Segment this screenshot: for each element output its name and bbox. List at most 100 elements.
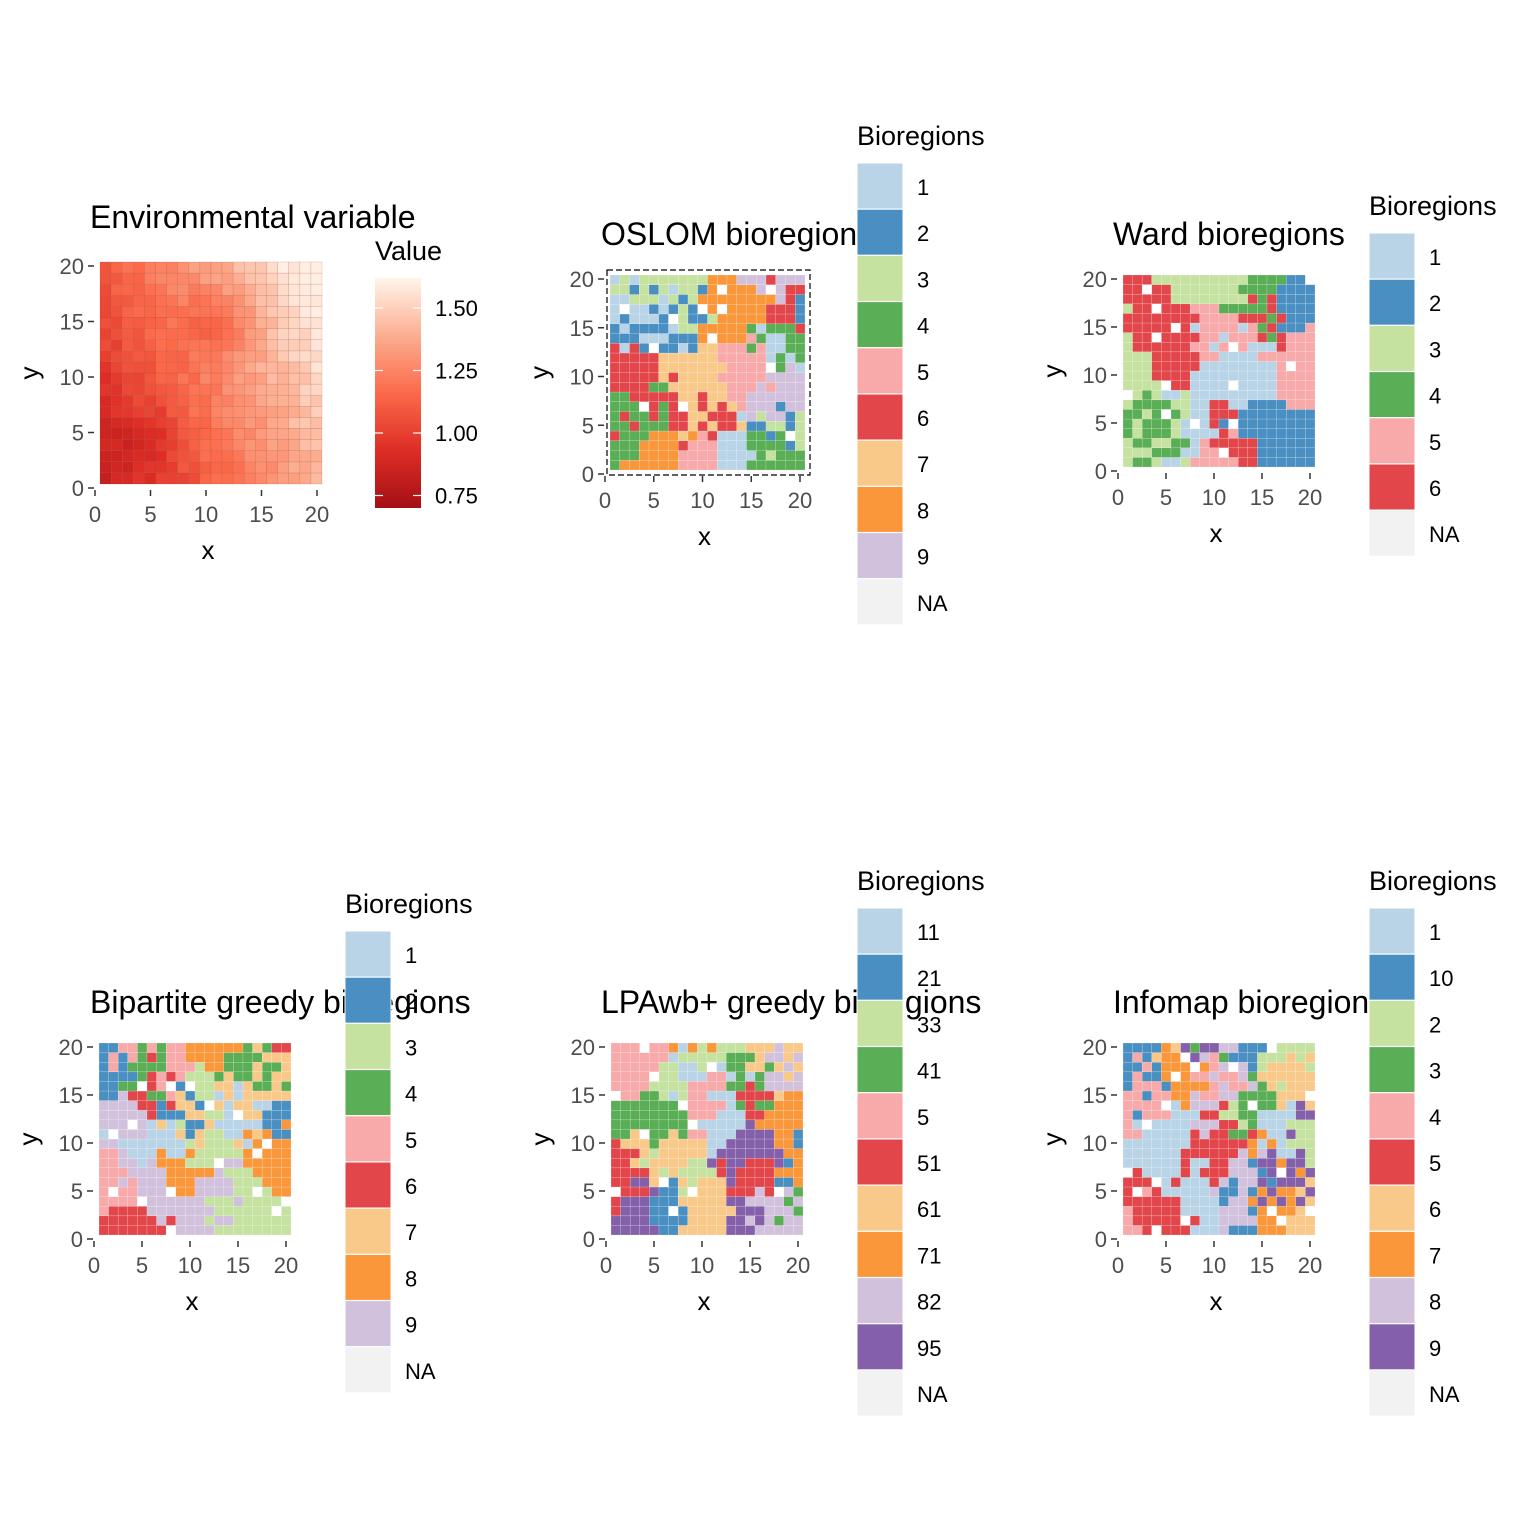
heatmap-cell <box>1180 399 1191 410</box>
heatmap-cell <box>717 343 728 354</box>
heatmap-cell <box>795 343 806 354</box>
heatmap-cell <box>127 1138 138 1149</box>
heatmap-cell <box>232 394 245 407</box>
heatmap-cell <box>213 1071 225 1082</box>
heatmap-cell <box>133 405 145 418</box>
heatmap-cell <box>687 411 698 422</box>
heatmap-cell <box>98 1167 109 1178</box>
heatmap-cell <box>299 417 312 429</box>
colorbar <box>375 278 421 508</box>
heatmap-cell <box>1151 332 1162 343</box>
heatmap-cell <box>1209 1167 1220 1178</box>
heatmap-cell <box>678 440 689 451</box>
heatmap-cell <box>199 394 212 407</box>
heatmap-cell <box>716 1100 727 1111</box>
heatmap-cell <box>223 1196 234 1207</box>
heatmap-cell <box>697 304 708 315</box>
heatmap-cell <box>1132 1148 1143 1159</box>
heatmap-cell <box>261 1090 273 1101</box>
heatmap-cell <box>629 391 640 402</box>
heatmap-cell <box>108 1167 119 1178</box>
heatmap-cell <box>725 1129 737 1140</box>
legend-key <box>1368 907 1416 955</box>
heatmap-cell <box>735 1081 746 1092</box>
heatmap-cell <box>687 274 698 285</box>
heatmap-cell <box>1161 1196 1172 1207</box>
heatmap-cell <box>793 1167 804 1178</box>
heatmap-cell <box>1247 437 1258 449</box>
heatmap-cell <box>288 350 301 363</box>
heatmap-cell <box>1151 322 1162 333</box>
heatmap-cell <box>735 1119 746 1130</box>
heatmap-cell <box>629 440 640 451</box>
heatmap-cell <box>629 284 640 295</box>
heatmap-cell <box>1132 1186 1143 1197</box>
heatmap-cell <box>764 1148 775 1159</box>
heatmap-cell <box>223 1109 234 1121</box>
legend-key <box>344 1346 392 1394</box>
y-axis-label: y <box>1037 365 1067 378</box>
heatmap-cell <box>1141 428 1153 439</box>
heatmap-cell <box>266 350 278 363</box>
heatmap-cell <box>110 417 123 429</box>
heatmap-cell <box>137 1157 148 1169</box>
heatmap-cell <box>795 421 806 432</box>
heatmap-cell <box>185 1157 196 1169</box>
heatmap-cell <box>1122 1215 1133 1226</box>
heatmap-cell <box>221 361 234 374</box>
heatmap-cell <box>793 1138 804 1149</box>
heatmap-cell <box>1209 1138 1220 1149</box>
y-tick-label: 10 <box>1083 1131 1107 1156</box>
heatmap-cell <box>156 1071 167 1082</box>
heatmap-cell <box>1257 1186 1268 1197</box>
heatmap-cell <box>1132 399 1143 410</box>
legend-key <box>856 1369 904 1417</box>
heatmap-cell <box>629 1081 641 1092</box>
legend-label: 2 <box>1429 1012 1441 1037</box>
heatmap-cell <box>629 1052 641 1063</box>
heatmap-cell <box>1141 380 1153 391</box>
heatmap-cell <box>1276 380 1287 391</box>
heatmap-cell <box>716 1196 727 1207</box>
heatmap-cell <box>1276 1186 1287 1197</box>
heatmap-cell <box>1285 1148 1297 1159</box>
heatmap-cell <box>1276 1215 1287 1226</box>
heatmap-cell <box>1151 428 1162 439</box>
heatmap-cell <box>1151 1138 1162 1149</box>
heatmap-cell <box>1218 274 1229 285</box>
heatmap-cell <box>194 1157 205 1169</box>
heatmap-cell <box>629 411 640 422</box>
heatmap-cell <box>707 460 718 471</box>
heatmap-cell <box>1209 293 1220 305</box>
heatmap-cell <box>261 1157 273 1169</box>
heatmap-cell <box>783 1157 794 1169</box>
heatmap-cell <box>242 1119 253 1130</box>
heatmap-cell <box>610 1119 621 1130</box>
heatmap-cell <box>619 294 630 305</box>
heatmap-cell <box>668 1042 679 1053</box>
heatmap-cell <box>1170 457 1181 468</box>
heatmap-cell <box>175 1186 186 1197</box>
heatmap-cell <box>1199 341 1210 353</box>
heatmap-cell <box>1161 1167 1172 1178</box>
heatmap-cell <box>1141 370 1153 381</box>
heatmap-cell <box>204 1129 215 1140</box>
heatmap-cell <box>204 1205 215 1217</box>
heatmap-cell <box>725 1052 737 1063</box>
legend-label: NA <box>1429 522 1460 547</box>
heatmap-cell <box>678 294 689 305</box>
y-tick-label: 20 <box>1083 267 1107 292</box>
heatmap-cell <box>117 1138 129 1149</box>
heatmap-cell <box>754 1167 765 1178</box>
heatmap-cell <box>639 1196 650 1207</box>
heatmap-cell <box>1247 341 1258 353</box>
heatmap-cell <box>735 1090 746 1101</box>
heatmap-cell <box>137 1196 148 1207</box>
heatmap-cell <box>242 1167 253 1178</box>
heatmap-cell <box>223 1157 234 1169</box>
heatmap-cell <box>1295 341 1306 353</box>
heatmap-cell <box>233 1225 244 1236</box>
heatmap-cell <box>1189 1138 1201 1149</box>
heatmap-cell <box>775 430 786 441</box>
